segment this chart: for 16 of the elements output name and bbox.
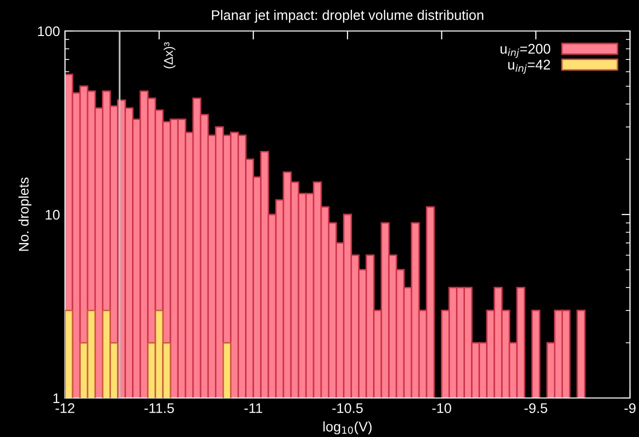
x-axis-title: log$_{10}$(V) (323, 421, 372, 434)
y-tick-label: 100 (38, 26, 60, 36)
x-tick-label: -11 (244, 403, 262, 413)
y-tick-label: 1 (53, 393, 60, 404)
x-tick-label: -9 (624, 403, 636, 414)
x-tick-label: -11.5 (144, 403, 174, 414)
y-axis-title: No. droplets (18, 178, 32, 251)
annotation: (Δx)³ (164, 42, 176, 68)
chart-title: Planar jet impact: droplet volume distribution (212, 10, 484, 23)
x-tick-label: -10 (432, 403, 452, 414)
legend-label: u$_{inj}$=42 (508, 60, 550, 74)
x-tick-label: -12 (56, 403, 74, 413)
x-tick-label: -9.5 (524, 403, 548, 414)
y-tick-label: 10 (46, 210, 60, 220)
legend-label: u$_{inj}$=200 (500, 44, 550, 58)
x-tick-label: -10.5 (332, 403, 363, 414)
